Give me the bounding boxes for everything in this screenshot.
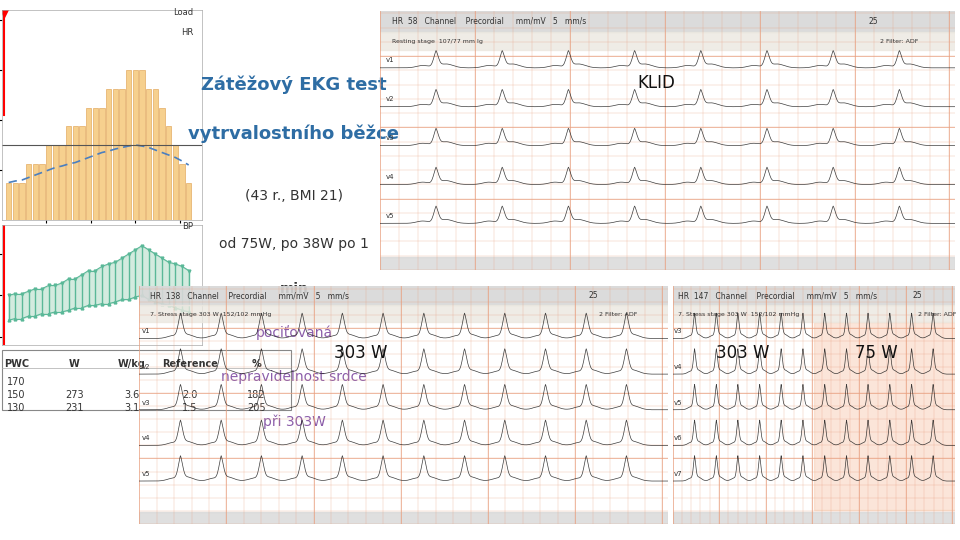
Bar (159, 107, 165, 220)
Text: 205: 205 (247, 403, 266, 414)
Bar (186, 183, 191, 220)
Text: BP: BP (182, 222, 193, 231)
Bar (814, 322, 955, 510)
Bar (92, 107, 98, 220)
Bar (180, 164, 184, 220)
Bar (380, 31, 955, 50)
Text: %: % (252, 359, 261, 369)
Bar (153, 89, 158, 220)
Bar (12, 183, 18, 220)
Text: v5: v5 (674, 400, 683, 406)
Bar (33, 164, 38, 220)
Text: 231: 231 (65, 403, 84, 414)
Text: 25: 25 (588, 291, 598, 300)
Text: (43 r., BMI 21): (43 r., BMI 21) (245, 188, 343, 202)
Bar (80, 126, 84, 220)
Text: 2 Filter: ADF: 2 Filter: ADF (599, 312, 637, 317)
Text: v7: v7 (674, 471, 683, 477)
Text: HR  138   Channel    Precordial     mm/mV   5   mm/s: HR 138 Channel Precordial mm/mV 5 mm/s (150, 291, 348, 300)
Text: 273: 273 (65, 390, 84, 400)
Bar (146, 89, 152, 220)
Text: 3.1: 3.1 (125, 403, 139, 414)
Bar (380, 257, 955, 270)
Text: min: min (279, 282, 308, 296)
Text: 7. Stress stage 303 W  152/102 mmHg: 7. Stress stage 303 W 152/102 mmHg (150, 312, 271, 317)
Bar (66, 126, 71, 220)
Bar (99, 107, 105, 220)
Bar (126, 70, 132, 220)
Text: 130: 130 (8, 403, 26, 414)
Bar (60, 145, 64, 220)
Text: v1: v1 (142, 328, 151, 334)
Text: KLID: KLID (637, 75, 675, 92)
Text: nepravidelnost srdce: nepravidelnost srdce (221, 370, 367, 384)
Text: 170: 170 (8, 377, 26, 387)
Bar (26, 164, 32, 220)
Bar (173, 145, 179, 220)
Bar (380, 11, 955, 31)
Text: při 303W: při 303W (263, 414, 325, 429)
Bar (166, 126, 172, 220)
Text: 150: 150 (8, 390, 26, 400)
Text: v2: v2 (142, 364, 151, 370)
Text: Reference: Reference (162, 359, 218, 369)
Text: v4: v4 (142, 435, 151, 441)
Text: v4: v4 (386, 174, 395, 180)
Bar (673, 512, 955, 524)
Bar (53, 145, 59, 220)
Text: pociťovaná: pociťovaná (255, 326, 332, 340)
Text: v3: v3 (142, 400, 151, 406)
Bar (19, 183, 25, 220)
Text: PWC: PWC (4, 359, 29, 369)
Text: vytrvalostního běžce: vytrvalostního běžce (188, 124, 399, 143)
Bar (673, 286, 955, 305)
Text: Resting stage  107/77 mm Ig: Resting stage 107/77 mm Ig (392, 39, 483, 44)
Bar (112, 89, 118, 220)
Text: HR  58   Channel    Precordial     mm/mV   5   mm/s: HR 58 Channel Precordial mm/mV 5 mm/s (392, 17, 586, 26)
Bar (139, 305, 668, 322)
Text: 2 Filter: ADF: 2 Filter: ADF (919, 312, 957, 317)
Bar (139, 286, 668, 305)
Text: HR  147   Channel    Precordial     mm/mV   5   mm/s: HR 147 Channel Precordial mm/mV 5 mm/s (678, 291, 877, 300)
Text: W: W (69, 359, 80, 369)
Text: 2 Filter: ADF: 2 Filter: ADF (880, 39, 919, 44)
Text: od 75W, po 38W po 1: od 75W, po 38W po 1 (219, 238, 369, 252)
Text: 182: 182 (247, 390, 266, 400)
Text: v3: v3 (386, 135, 395, 141)
Bar (139, 512, 668, 524)
Text: 25: 25 (913, 291, 923, 300)
Text: 303 W: 303 W (716, 344, 770, 362)
Text: v5: v5 (386, 213, 395, 219)
Bar (73, 126, 78, 220)
Text: v5: v5 (142, 471, 151, 477)
Text: v1: v1 (386, 57, 395, 63)
Text: 1.5: 1.5 (182, 403, 198, 414)
Bar (46, 145, 52, 220)
Text: 3.6: 3.6 (125, 390, 139, 400)
Text: v6: v6 (674, 435, 683, 441)
Text: 75 W: 75 W (854, 344, 898, 362)
Bar (39, 164, 45, 220)
Bar (6, 183, 12, 220)
Text: 25: 25 (869, 17, 878, 26)
Text: HR: HR (180, 28, 193, 37)
Text: W/kg: W/kg (118, 359, 146, 369)
Text: 7. Stress stage 303 W  152/102 mmHg: 7. Stress stage 303 W 152/102 mmHg (678, 312, 800, 317)
Text: 303 W: 303 W (334, 344, 388, 362)
Text: v4: v4 (674, 364, 683, 370)
Text: v2: v2 (386, 96, 395, 102)
Bar (85, 107, 91, 220)
Bar (119, 89, 125, 220)
Bar (139, 70, 145, 220)
Text: v3: v3 (674, 328, 683, 334)
Text: Zátěžový EKG test: Zátěžový EKG test (202, 76, 387, 94)
Bar (673, 305, 955, 322)
Text: 2.0: 2.0 (182, 390, 198, 400)
Text: Load: Load (173, 8, 193, 17)
Text: mIn: mIn (181, 235, 198, 245)
Bar (132, 70, 138, 220)
Bar (106, 89, 111, 220)
